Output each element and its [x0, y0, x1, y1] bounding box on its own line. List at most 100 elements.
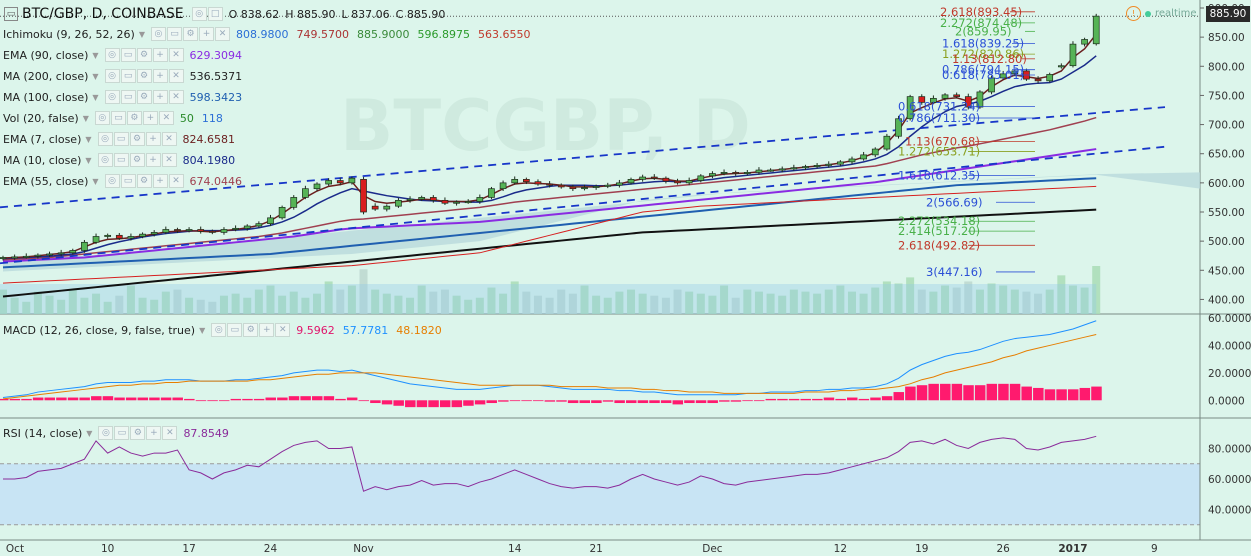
volume-bar: [1057, 275, 1066, 314]
legend-controls[interactable]: ◎ ▭ ⚙ + ✕: [98, 426, 178, 440]
chevron-down-icon[interactable]: ▼: [85, 134, 92, 144]
legend-ema55-name: EMA (55, close): [3, 174, 89, 188]
volume-bar: [859, 293, 868, 314]
candle-body: [918, 96, 926, 103]
macd-histogram-bar: [998, 383, 1009, 401]
chevron-down-icon[interactable]: ▼: [92, 176, 99, 186]
price-tick-label: 850.00: [1208, 32, 1245, 44]
macd-histogram-bar: [1044, 389, 1056, 401]
candle-body: [546, 183, 553, 186]
candle-body: [104, 234, 112, 237]
fib-level-label: 2.618(893.45): [940, 5, 1022, 19]
legend-ma200-name: MA (200, close): [3, 69, 89, 83]
chevron-down-icon[interactable]: ▼: [92, 92, 99, 102]
legend-ma10[interactable]: MA (10, close) ▼ ◎ ▭ ⚙ + ✕ 804.1980: [0, 150, 243, 170]
fib-level-label: 2.272(874.48): [940, 16, 1022, 30]
chevron-down-icon[interactable]: ▼: [85, 155, 92, 165]
macd-histogram-bar: [544, 400, 556, 402]
volume-bar: [45, 295, 54, 314]
chevron-down-icon[interactable]: ▼: [82, 113, 89, 123]
clock-icon[interactable]: !: [1126, 6, 1141, 21]
candle-body: [1092, 15, 1100, 45]
candle-body: [627, 179, 635, 184]
macd-histogram-bar: [684, 400, 695, 404]
legend-controls[interactable]: ◎ ▭ ⚙ + ✕: [94, 111, 174, 125]
legend-ma200[interactable]: MA (200, close) ▼ ◎ ▭ ⚙ + ✕ 536.5371: [0, 66, 250, 86]
candle-body: [232, 227, 239, 230]
candle-body: [208, 230, 216, 233]
legend-ma100[interactable]: MA (100, close) ▼ ◎ ▭ ⚙ + ✕ 598.3423: [0, 87, 250, 107]
legend-macd[interactable]: MACD (12, 26, close, 9, false, true) ▼ ◎…: [0, 320, 450, 340]
time-tick-label: Nov: [353, 543, 374, 555]
volume-bar: [533, 295, 542, 314]
legend-controls[interactable]: ◎ ▭ ⚙ + ✕: [97, 132, 177, 146]
fib-level-label: 2.272(534.18): [898, 214, 980, 228]
volume-bar: [92, 293, 101, 314]
volume-bar: [429, 291, 438, 314]
volume-bar: [743, 289, 752, 314]
legend-ema90[interactable]: EMA (90, close) ▼ ◎ ▭ ⚙ + ✕ 629.3094: [0, 45, 250, 65]
macd-histogram-bar: [149, 397, 160, 401]
candle-body: [883, 135, 891, 150]
volume-bar: [336, 289, 345, 314]
volume-bar: [766, 293, 775, 314]
volume-bar: [80, 297, 89, 314]
legend-controls[interactable]: ◎ ▭ ⚙ + ✕: [104, 174, 184, 188]
ichimoku-cloud-forward: [1096, 172, 1200, 189]
candle-body: [1046, 74, 1054, 82]
legend-ema7-name: EMA (7, close): [3, 132, 82, 146]
ema90-value: 629.3094: [189, 48, 243, 62]
macd-histogram-bar: [637, 400, 649, 404]
macd-histogram-bar: [114, 397, 125, 401]
candle-body: [278, 206, 286, 219]
chevron-down-icon[interactable]: ▼: [92, 71, 99, 81]
macd-histogram-bar: [498, 400, 509, 402]
macd-histogram-bar: [660, 400, 672, 404]
macd-histogram-bar: [742, 400, 753, 402]
chevron-down-icon[interactable]: ▼: [138, 29, 145, 39]
volume-bar: [650, 295, 659, 314]
symbol-title: BTC/GBP, D, COINBASE: [22, 6, 184, 22]
macd-histogram-bar: [916, 385, 928, 401]
legend-vol[interactable]: Vol (20, false) ▼ ◎ ▭ ⚙ + ✕ 50 118: [0, 108, 231, 128]
volume-bar: [301, 297, 310, 314]
chevron-down-icon[interactable]: ▼: [86, 428, 93, 438]
candle-body: [429, 197, 437, 201]
legend-controls[interactable]: ◎ ▭ ⚙ + ✕: [97, 153, 177, 167]
legend-ema7[interactable]: EMA (7, close) ▼ ◎ ▭ ⚙ + ✕ 824.6581: [0, 129, 243, 149]
collapse-icon[interactable]: ▭: [4, 7, 18, 21]
legend-controls[interactable]: ◎ ▭ ⚙ + ✕: [104, 69, 184, 83]
volume-bar: [475, 297, 484, 314]
watermark: BTCGBP, D: [340, 85, 751, 167]
macd-histogram-bar: [439, 400, 451, 408]
volume-bar: [941, 285, 950, 314]
legend-controls[interactable]: ◎ ▭ ⚙ + ✕: [104, 90, 184, 104]
legend-controls[interactable]: ◎ ▭ ⚙ + ✕: [211, 323, 291, 337]
legend-ichimoku[interactable]: Ichimoku (9, 26, 52, 26) ▼ ◎ ▭ ⚙ + ✕ 808.980…: [0, 24, 538, 44]
ma200-value: 536.5371: [189, 69, 243, 83]
fib-level-label: 1.13(812.80): [952, 52, 1027, 66]
legend-controls[interactable]: ◎ ▭ ⚙ + ✕: [150, 27, 230, 41]
candle-body: [313, 183, 321, 190]
candle-body: [837, 161, 844, 165]
candle-body: [522, 179, 530, 183]
legend-controls[interactable]: ◎ ▭ ⚙ + ✕: [104, 48, 184, 62]
title-controls[interactable]: ◎ □: [191, 7, 223, 21]
candle-body: [115, 234, 123, 239]
volume-bar: [464, 299, 473, 314]
volume-bar: [789, 289, 798, 314]
volume-bar: [219, 295, 228, 314]
macd-histogram-bar: [405, 400, 416, 408]
volume-bar: [545, 297, 554, 314]
candle-body: [871, 148, 879, 156]
legend-ema55[interactable]: EMA (55, close) ▼ ◎ ▭ ⚙ + ✕ 674.0446: [0, 171, 250, 191]
macd-tick-label: 60.0000: [1208, 313, 1251, 325]
chevron-down-icon[interactable]: ▼: [199, 325, 206, 335]
time-tick-label: Oct: [6, 543, 24, 555]
chevron-down-icon[interactable]: ▼: [92, 50, 99, 60]
volume-bar: [406, 297, 415, 314]
legend-rsi[interactable]: RSI (14, close) ▼ ◎ ▭ ⚙ + ✕ 87.8549: [0, 423, 237, 443]
candle-body: [336, 180, 344, 184]
realtime-indicator[interactable]: ! realtime: [1126, 6, 1197, 21]
